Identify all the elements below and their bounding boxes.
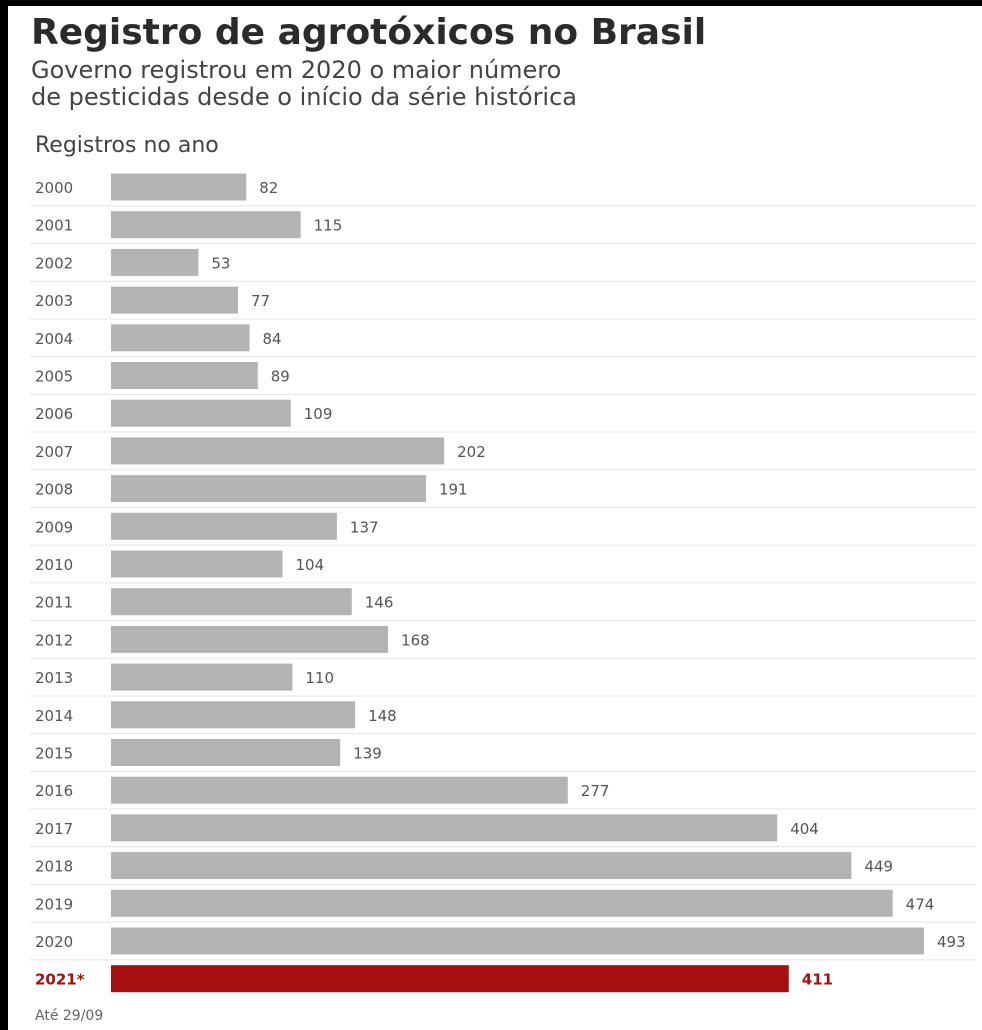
- bar: [111, 437, 445, 465]
- year-label: 2000: [35, 179, 73, 197]
- bar-highlight: [111, 965, 789, 993]
- value-label: 277: [581, 782, 610, 800]
- value-label: 89: [271, 368, 290, 386]
- year-label: 2008: [35, 481, 73, 499]
- bar: [111, 362, 258, 389]
- bar: [111, 663, 293, 691]
- year-label: 2019: [35, 895, 73, 913]
- year-label: 2009: [35, 518, 73, 536]
- bar: [111, 211, 301, 239]
- year-label: 2015: [35, 745, 73, 763]
- bar: [111, 550, 283, 578]
- value-label: 77: [251, 292, 270, 310]
- bar: [111, 889, 893, 917]
- bar: [111, 173, 247, 201]
- bar: [111, 701, 356, 729]
- bar: [111, 399, 291, 427]
- bar: [111, 475, 426, 503]
- bar: [111, 625, 389, 653]
- value-label: 53: [211, 254, 230, 272]
- bar: [111, 588, 352, 616]
- bar: [111, 248, 199, 276]
- year-label: 2002: [35, 254, 73, 272]
- year-label: 2018: [35, 858, 73, 876]
- bar: [111, 814, 778, 842]
- year-label: 2013: [35, 669, 73, 687]
- year-label: 2010: [35, 556, 73, 574]
- value-label: 449: [864, 858, 893, 876]
- year-label: 2016: [35, 782, 73, 800]
- year-label: 2011: [35, 594, 73, 612]
- chart-footnote: Até 29/09: [35, 1008, 104, 1024]
- value-label: 146: [365, 594, 394, 612]
- value-label: 148: [368, 707, 397, 725]
- value-label: 110: [305, 669, 334, 687]
- value-label: 109: [304, 405, 333, 423]
- year-label: 2004: [35, 330, 73, 348]
- value-label: 191: [439, 481, 468, 499]
- chart-subtitle: Governo registrou em 2020 o maior número…: [31, 57, 931, 111]
- year-label: 2001: [35, 217, 73, 235]
- chart-title: Registro de agrotóxicos no Brasil: [31, 12, 707, 53]
- value-label: 104: [296, 556, 325, 574]
- chart-frame: Registro de agrotóxicos no Brasil Govern…: [8, 6, 982, 1030]
- year-label: 2006: [35, 405, 73, 423]
- bar: [111, 286, 238, 314]
- year-label: 2017: [35, 820, 73, 838]
- value-label: 84: [263, 330, 282, 348]
- bar: [111, 776, 568, 804]
- value-label: 404: [790, 820, 819, 838]
- value-label: 168: [401, 631, 430, 649]
- value-label: 82: [259, 179, 278, 197]
- bar: [111, 927, 924, 955]
- value-label: 202: [457, 443, 486, 461]
- subtitle-line-2: de pesticidas desde o início da série hi…: [31, 83, 577, 111]
- year-label: 2005: [35, 368, 73, 386]
- value-label: 474: [906, 895, 935, 913]
- bar: [111, 739, 341, 766]
- chart-section-label: Registros no ano: [35, 133, 219, 158]
- subtitle-line-1: Governo registrou em 2020 o maior número: [31, 56, 562, 84]
- bar: [111, 512, 337, 540]
- value-label: 139: [353, 745, 382, 763]
- bar: [111, 324, 250, 352]
- bar-chart: 2000 82 2001 115 2002 53 2003 77 2004 84 2005 89 200…: [30, 173, 976, 993]
- year-label: 2007: [35, 443, 73, 461]
- value-label: 411: [802, 971, 833, 989]
- year-label: 2012: [35, 631, 73, 649]
- year-label: 2021*: [35, 971, 85, 989]
- year-label: 2014: [35, 707, 73, 725]
- value-label: 115: [314, 217, 343, 235]
- value-label: 137: [350, 518, 379, 536]
- value-label: 493: [937, 933, 966, 951]
- bar: [111, 852, 852, 880]
- year-label: 2020: [35, 933, 73, 951]
- year-label: 2003: [35, 292, 73, 310]
